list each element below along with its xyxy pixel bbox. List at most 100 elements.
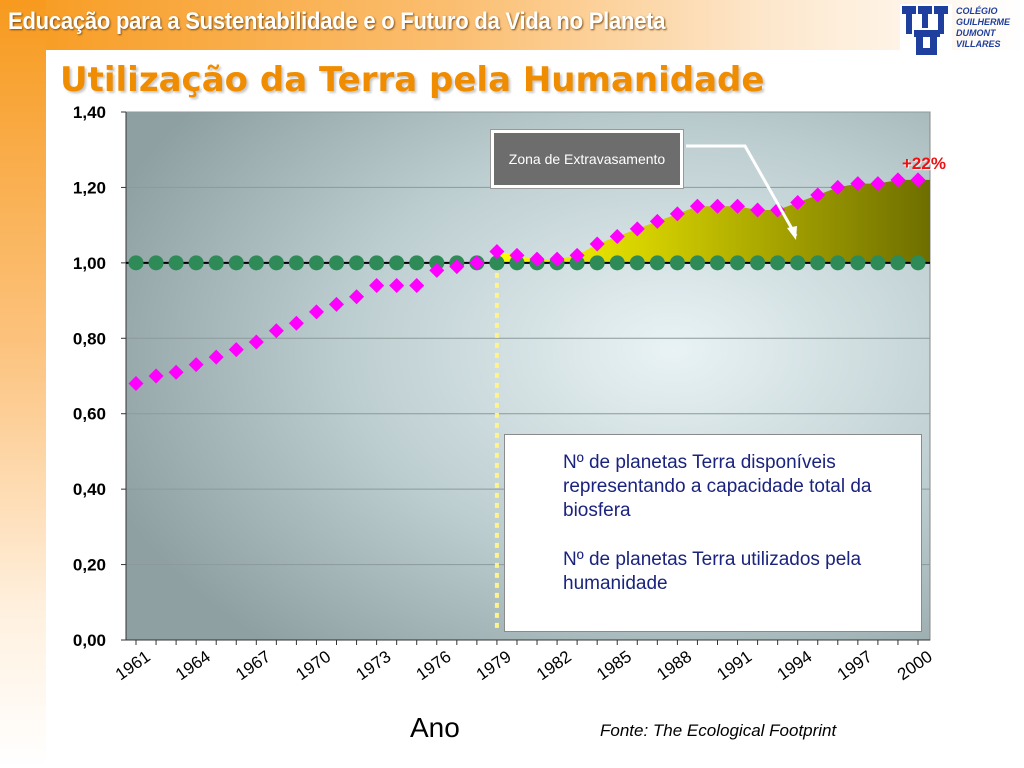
logo-line-2: GUILHERME (956, 17, 1011, 27)
used-point (228, 342, 244, 358)
used-point (589, 236, 605, 252)
capacity-point (188, 255, 204, 271)
y-tick-label: 0,60 (73, 405, 106, 424)
capacity-point (689, 255, 705, 271)
used-point (429, 262, 445, 278)
capacity-point (268, 255, 284, 271)
used-point (489, 244, 505, 260)
capacity-point (750, 255, 766, 271)
y-tick-label: 1,40 (73, 103, 106, 122)
chart-legend: Nº de planetas Terra disponíveis represe… (504, 434, 922, 632)
x-tick-label: 1997 (834, 647, 876, 684)
capacity-point (770, 255, 786, 271)
capacity-point (429, 255, 445, 271)
y-tick-label: 0,00 (73, 631, 106, 650)
used-point (730, 198, 746, 214)
capacity-point (148, 255, 164, 271)
capacity-point (409, 255, 425, 271)
capacity-point (168, 255, 184, 271)
y-tick-label: 0,40 (73, 480, 106, 499)
capacity-point (208, 255, 224, 271)
used-point (609, 228, 625, 244)
capacity-point (850, 255, 866, 271)
school-logo: COLÉGIO GUILHERME DUMONT VILLARES (900, 4, 1011, 56)
overshoot-area (496, 179, 930, 263)
capacity-point (890, 255, 906, 271)
used-point (329, 296, 345, 312)
used-point (148, 368, 164, 384)
capacity-point (329, 255, 345, 271)
capacity-point (730, 255, 746, 271)
used-point (168, 364, 184, 380)
used-point (208, 349, 224, 365)
x-tick-label: 1973 (353, 647, 395, 684)
data-markers (128, 172, 926, 392)
used-point (870, 176, 886, 192)
y-tick-label: 0,80 (73, 329, 106, 348)
used-point (549, 251, 565, 267)
x-tick-label: 1970 (292, 647, 334, 684)
capacity-point (810, 255, 826, 271)
logo-line-3: DUMONT (956, 28, 997, 38)
x-axis-title: Ano (410, 712, 460, 743)
logo-line-1: COLÉGIO (956, 6, 998, 16)
used-point (529, 251, 545, 267)
y-tick-label: 1,20 (73, 178, 106, 197)
used-point (369, 277, 385, 293)
capacity-point (790, 255, 806, 271)
used-point (770, 202, 786, 218)
capacity-point (870, 255, 886, 271)
legend-label-used: Nº de planetas Terra utilizados pela hum… (563, 549, 862, 594)
used-point (188, 357, 204, 373)
logo-line-4: VILLARES (956, 39, 1001, 49)
slide-title: Utilização da Terra pela Humanidade (60, 60, 765, 100)
y-tick-label: 1,00 (73, 254, 106, 273)
used-point (389, 277, 405, 293)
y-tick-labels: 0,00 0,20 0,40 0,60 0,80 1,00 1,20 1,40 (73, 103, 106, 650)
y-tick-label: 0,20 (73, 556, 106, 575)
capacity-point (669, 255, 685, 271)
capacity-point (609, 255, 625, 271)
used-point (509, 247, 525, 263)
callout-arrow (686, 144, 798, 240)
x-tick-label: 1991 (713, 647, 755, 684)
used-point (308, 304, 324, 320)
capacity-point (509, 255, 525, 271)
used-point (469, 255, 485, 271)
capacity-point (128, 255, 144, 271)
capacity-point (910, 255, 926, 271)
used-point (248, 334, 264, 350)
capacity-point (589, 255, 605, 271)
x-tick-label: 1985 (593, 647, 635, 684)
capacity-point (248, 255, 264, 271)
used-point (288, 315, 304, 331)
x-tick-labels: 1961 1964 1967 1970 1973 1976 1979 1982 1985 1988… (112, 647, 936, 684)
x-tick-label: 1964 (172, 647, 214, 684)
used-point (810, 187, 826, 203)
used-point (409, 277, 425, 293)
capacity-point (649, 255, 665, 271)
capacity-point (830, 255, 846, 271)
capacity-point (709, 255, 725, 271)
capacity-point (489, 255, 505, 271)
used-point (910, 172, 926, 188)
used-point (649, 213, 665, 229)
overshoot-callout: Zona de Extravasamento (491, 130, 683, 188)
x-tick-label: 1982 (533, 647, 575, 684)
used-point (750, 202, 766, 218)
capacity-point (349, 255, 365, 271)
capacity-point (569, 255, 585, 271)
header-title: Educação para a Sustentabilidade e o Fut… (8, 8, 666, 35)
used-point (449, 259, 465, 275)
capacity-point (308, 255, 324, 271)
x-tick-label: 1979 (473, 647, 515, 684)
used-point (890, 172, 906, 188)
header-band (0, 0, 1024, 50)
left-accent-band (0, 0, 46, 768)
used-point (850, 176, 866, 192)
used-point (128, 376, 144, 392)
x-tick-label: 1967 (232, 647, 274, 684)
capacity-point (389, 255, 405, 271)
x-tick-label: 1994 (774, 647, 816, 684)
